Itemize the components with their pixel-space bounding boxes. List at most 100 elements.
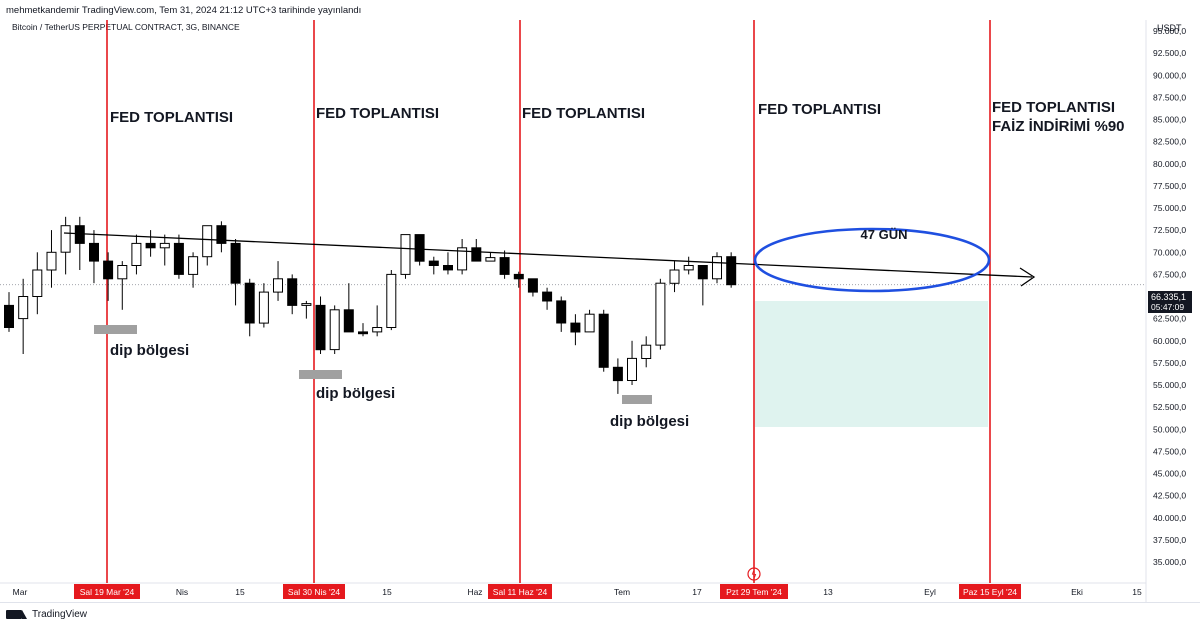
candle: [202, 225, 213, 266]
candle: [400, 234, 411, 279]
price-tick-label: 77.500,0: [1153, 181, 1186, 191]
price-tick-label: 60.000,0: [1153, 336, 1186, 346]
candle-body: [32, 269, 43, 297]
candle-body: [4, 304, 14, 328]
date-marker-label: Paz 15 Eyl '24: [963, 587, 1017, 597]
tradingview-logo[interactable]: TradingView: [6, 609, 87, 620]
currency-label: USDT: [1157, 23, 1182, 33]
candle: [683, 256, 694, 275]
trend-arrow-head: [1019, 267, 1036, 287]
fed-label-sub: FAİZ İNDİRİMİ %90: [992, 118, 1125, 135]
candle: [343, 283, 354, 333]
date-marker-label: Sal 11 Haz '24: [493, 587, 548, 597]
candle-body: [570, 322, 581, 333]
candle: [301, 300, 312, 319]
candle-body: [202, 225, 213, 258]
price-tick-label: 87.500,0: [1153, 92, 1186, 102]
price-tick-label: 62.500,0: [1153, 314, 1186, 324]
candle-body: [471, 247, 482, 262]
date-marker: Paz 15 Eyl '24: [959, 584, 1021, 599]
candle-body: [527, 278, 538, 293]
candle-body: [230, 242, 241, 284]
price-tick-label: 50.000,0: [1153, 424, 1186, 434]
candle-body: [216, 225, 227, 244]
candle-body: [258, 291, 269, 324]
candle-body: [74, 225, 85, 244]
brand-label: TradingView: [32, 609, 88, 620]
duration-ellipse[interactable]: [753, 227, 991, 293]
candle: [712, 252, 722, 284]
candle-body: [414, 234, 425, 262]
fed-label: FED TOPLANTISI: [316, 105, 439, 122]
candle: [89, 230, 99, 284]
time-tick-label: 17: [692, 587, 702, 597]
candle: [287, 274, 298, 315]
candle-body: [46, 251, 57, 271]
candle: [216, 221, 227, 253]
price-tick-label: 37.500,0: [1153, 535, 1186, 545]
dip-marker: [94, 325, 137, 334]
candle-body: [443, 265, 453, 271]
lightning-icon: ϟ: [752, 570, 757, 580]
candle: [641, 336, 652, 368]
price-tick-label: 85.000,0: [1153, 115, 1186, 125]
candle: [697, 265, 708, 306]
price-tick-label: 70.000,0: [1153, 247, 1186, 257]
time-tick-label: Tem: [614, 587, 630, 597]
candle-body: [273, 278, 283, 293]
projection-zone: [755, 301, 988, 427]
candle: [273, 261, 283, 301]
candle: [60, 216, 71, 275]
candle: [556, 296, 567, 332]
time-tick-label: Haz: [467, 587, 482, 597]
candle: [443, 252, 453, 275]
time-tick-label: Eki: [1071, 587, 1083, 597]
price-axis-ticks: 95.000,0 92.500,0 90.000,0 87.500,0 85.000,0…: [1153, 26, 1186, 567]
fed-label: FED TOPLANTISI: [992, 99, 1115, 116]
time-tick-label: Mar: [13, 587, 28, 597]
fed-label: FED TOPLANTISI: [758, 101, 881, 118]
candle: [230, 239, 241, 306]
trend-line[interactable]: [63, 232, 1033, 278]
tradingview-icon: [6, 610, 27, 619]
time-tick-label: Nis: [176, 587, 188, 597]
candle-body: [584, 313, 595, 333]
candle-body: [485, 257, 496, 262]
last-price-label: 66.335,1 05:47:09: [1148, 291, 1192, 313]
price-tick-label: 80.000,0: [1153, 159, 1186, 169]
svg-text:05:47:09: 05:47:09: [1151, 302, 1184, 312]
price-tick-label: 52.500,0: [1153, 402, 1186, 412]
candle: [159, 234, 170, 266]
price-tick-label: 90.000,0: [1153, 70, 1186, 80]
dip-label: dip bölgesi: [316, 385, 395, 402]
candle: [244, 278, 255, 337]
candle-body: [301, 303, 312, 306]
candle-body: [400, 234, 411, 275]
candle-body: [244, 282, 255, 324]
event-marker-icon[interactable]: [747, 567, 761, 581]
publish-info: mehmetkandemir TradingView.com, Tem 31, …: [6, 5, 362, 16]
candle: [103, 252, 114, 301]
candle-body: [499, 257, 510, 275]
fed-label: FED TOPLANTISI: [522, 105, 645, 122]
candle: [499, 250, 510, 279]
candle: [598, 309, 609, 372]
candle-body: [145, 242, 156, 249]
candle: [669, 261, 680, 293]
candle-body: [513, 273, 524, 280]
candle: [188, 252, 199, 288]
date-marker: Sal 30 Nis '24: [283, 584, 345, 599]
price-tick-label: 57.500,0: [1153, 358, 1186, 368]
candle: [18, 278, 29, 354]
candle: [46, 230, 57, 288]
candle: [358, 323, 368, 337]
candle: [584, 309, 595, 333]
candle-body: [386, 273, 397, 328]
price-tick-label: 40.000,0: [1153, 513, 1186, 523]
candle: [117, 261, 128, 310]
price-chart[interactable]: Bitcoin / TetherUS PERPETUAL CONTRACT, 3…: [0, 0, 1200, 602]
candle: [513, 271, 524, 288]
candle-body: [131, 242, 142, 266]
date-marker: Sal 19 Mar '24: [74, 584, 140, 599]
candle-body: [173, 242, 184, 275]
